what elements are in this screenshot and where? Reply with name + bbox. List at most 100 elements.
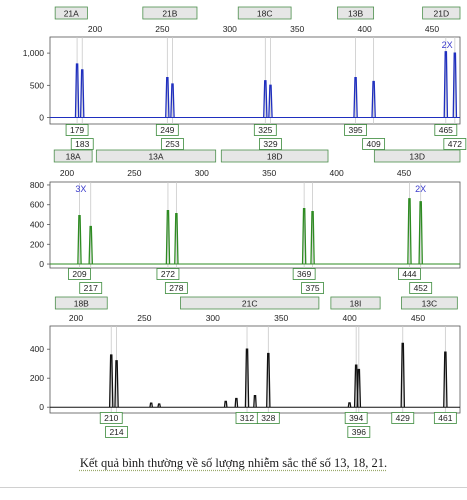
panel1-size-label-lower: 183 — [75, 139, 89, 149]
panel3-x-tick-label: 450 — [411, 313, 425, 323]
panel1-peak — [268, 84, 273, 118]
panel2-marker-label: 18D — [267, 152, 283, 162]
panel2-size-label-upper: 369 — [297, 269, 311, 279]
panel2-size-label-upper-box — [292, 268, 316, 280]
panel1-size-label-lower: 253 — [165, 139, 179, 149]
panel1-size-label-upper-box — [253, 124, 277, 136]
panel1-peak — [452, 52, 458, 118]
panel1-marker-label: 21B — [162, 9, 177, 19]
panel1-peak — [74, 63, 80, 118]
panel2-copy-number-label: 2X — [415, 184, 426, 194]
panel2-marker-18a — [53, 149, 93, 163]
panel3-size-label-upper: 461 — [438, 413, 452, 423]
panel2-marker-label: 18A — [66, 152, 81, 162]
panel1-marker-label: 21A — [64, 9, 79, 19]
panel3-minor-peak — [253, 394, 257, 408]
panel2-size-label-lower: 278 — [169, 283, 183, 293]
panel2-peak — [418, 201, 423, 265]
panel1-size-label-lower-box — [161, 138, 184, 150]
panel2-marker-13d — [373, 149, 461, 163]
panel3-marker-21c — [180, 296, 320, 310]
panel3-minor-peak — [149, 402, 154, 408]
panel3-peak — [108, 354, 114, 408]
panel3-size-label-lower: 396 — [352, 427, 366, 437]
panel1-x-tick-label: 350 — [290, 24, 304, 34]
panel3-peak — [114, 360, 119, 408]
panel3-peak — [443, 351, 448, 408]
panel2-y-tick-label: 600 — [30, 200, 44, 210]
panel3-size-label-upper-box — [344, 412, 368, 424]
panel1-peak — [371, 80, 376, 118]
panel3-peak — [400, 342, 406, 408]
panel3-size-label-upper-box — [433, 412, 457, 424]
panel2-marker-18d — [220, 149, 329, 163]
panel3-marker-label: 21C — [242, 299, 258, 309]
panel2-size-label-upper: 444 — [402, 269, 416, 279]
panel2-peak — [88, 225, 93, 265]
panel1-x-tick-label: 300 — [223, 24, 237, 34]
panel3-size-label-lower-box — [105, 426, 128, 438]
panel3-y-tick-label: 200 — [30, 373, 44, 383]
panel1-size-label-upper-box — [65, 124, 89, 136]
panel1-size-label-lower-box — [362, 138, 386, 150]
panel2-marker-13a — [95, 149, 217, 163]
panel2-peak — [174, 212, 179, 265]
panel1-size-label-lower: 472 — [448, 139, 462, 149]
panel3-size-label-upper: 210 — [104, 413, 118, 423]
panel2-peak — [165, 210, 171, 265]
figure-caption: Kết quả bình thường về số lượng nhiễm sắ… — [79, 456, 388, 470]
panel1-marker-21d — [422, 6, 461, 20]
panel3-x-tick-label: 350 — [274, 313, 288, 323]
panel1-size-label-lower-box — [443, 138, 467, 150]
panel1-peak — [263, 80, 268, 118]
panel1-size-label-upper: 465 — [439, 125, 453, 135]
panel1-peak — [170, 83, 175, 118]
panel3-marker-label: 18B — [74, 299, 89, 309]
panel3-peak — [356, 368, 362, 408]
panel3-minor-peak — [157, 403, 161, 408]
panel2-y-tick-label: 800 — [30, 180, 44, 190]
panel3-marker-13c — [401, 296, 458, 310]
panel2-x-tick-label: 350 — [262, 168, 276, 178]
panel2-size-label-lower: 452 — [414, 283, 428, 293]
panel1-peak — [353, 76, 358, 118]
panel3-size-label-upper: 328 — [261, 413, 275, 423]
panel1-size-label-lower: 329 — [263, 139, 277, 149]
panel1-size-label-upper: 249 — [160, 125, 174, 135]
panel3-size-label-upper-box — [256, 412, 280, 424]
panel3-x-tick-label: 400 — [343, 313, 357, 323]
panel2-y-tick-label: 0 — [39, 259, 44, 269]
panel1-y-tick-label: 500 — [30, 80, 44, 90]
panel1-size-label-lower-box — [259, 138, 282, 150]
panel2-marker-label: 13A — [148, 152, 163, 162]
panel3-y-tick-label: 400 — [30, 344, 44, 354]
panel1-copy-number-label: 2X — [442, 40, 453, 50]
panel2-size-label-lower-box — [301, 282, 324, 294]
panel2-x-tick-label: 300 — [195, 168, 209, 178]
panel2-peak — [77, 214, 82, 265]
panel1-x-tick-label: 400 — [358, 24, 372, 34]
panel1-marker-label: 18C — [257, 9, 273, 19]
panel3-size-label-lower: 214 — [109, 427, 123, 437]
panel2-size-label-lower-box — [164, 282, 188, 294]
panel2-y-tick-label: 400 — [30, 220, 44, 230]
panel2-size-label-upper-box — [68, 268, 91, 280]
panel1-peak — [443, 51, 449, 118]
panel1-marker-label: 13B — [348, 9, 363, 19]
panel2-size-label-upper: 209 — [72, 269, 86, 279]
panel1-marker-18c — [237, 6, 292, 20]
panel1-size-label-upper: 325 — [258, 125, 272, 135]
panel2-x-tick-label: 250 — [127, 168, 141, 178]
panel2-plot-frame — [49, 181, 461, 269]
panel3-size-label-upper-box — [99, 412, 123, 424]
panel1-size-label-lower-box — [70, 138, 94, 150]
panel3-size-label-lower-box — [347, 426, 371, 438]
panel1-size-label-upper-box — [344, 124, 367, 136]
panel1-marker-13b — [337, 6, 375, 20]
panel2-x-tick-label: 450 — [397, 168, 411, 178]
panel1-x-tick-label: 200 — [88, 24, 102, 34]
panel2-size-label-lower-box — [79, 282, 103, 294]
panel2-x-tick-label: 400 — [330, 168, 344, 178]
panel2-copy-number-label: 3X — [75, 184, 86, 194]
panel2-y-tick-label: 200 — [30, 239, 44, 249]
